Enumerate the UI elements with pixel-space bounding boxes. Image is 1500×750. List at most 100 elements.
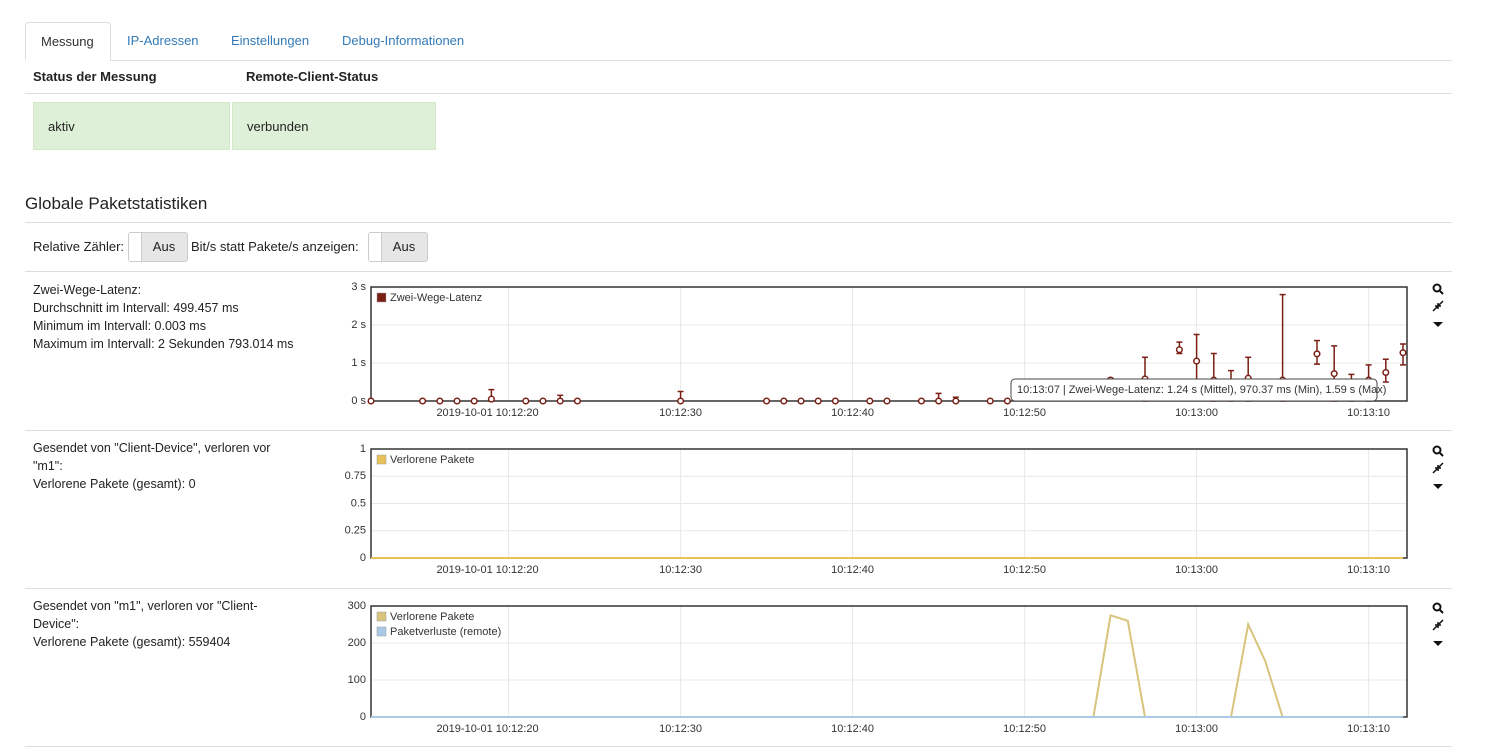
panel-info: Gesendet von "m1", verloren vor "Client-… — [33, 597, 298, 651]
panel-info: Zwei-Wege-Latenz: Durchschnitt im Interva… — [33, 281, 298, 353]
point — [1003, 397, 1011, 405]
x-tick-label: 10:12:30 — [659, 564, 702, 576]
zoom-icon[interactable] — [1432, 283, 1442, 293]
toggle[interactable]: Aus — [128, 232, 188, 262]
divider — [25, 588, 1452, 589]
point — [814, 397, 822, 405]
point — [522, 397, 530, 405]
point — [883, 397, 891, 405]
zoom-icon-handle[interactable] — [1439, 609, 1444, 614]
y-tick-label: 0.5 — [351, 497, 366, 509]
plot-area — [371, 606, 1407, 717]
x-tick-label: 10:13:00 — [1175, 564, 1218, 576]
point — [1330, 370, 1338, 378]
toggle[interactable]: Aus — [368, 232, 428, 262]
legend-label: Paketverluste (remote) — [390, 626, 501, 638]
point — [986, 397, 994, 405]
zoom-icon[interactable] — [1432, 445, 1442, 455]
y-tick-label: 0.75 — [345, 470, 366, 482]
x-tick-label: 10:13:00 — [1175, 407, 1218, 419]
point — [1399, 349, 1407, 357]
y-tick-label: 3 s — [351, 281, 366, 293]
point — [917, 397, 925, 405]
info-line: Verlorene Pakete (gesamt): 559404 — [33, 635, 231, 649]
tab[interactable]: Einstellungen — [231, 33, 310, 48]
y-tick-label: 1 — [360, 443, 366, 455]
zoom-icon-handle[interactable] — [1439, 290, 1444, 295]
point — [419, 397, 427, 405]
x-tick-label: 10:13:10 — [1347, 564, 1390, 576]
point — [470, 397, 478, 405]
zoom-icon[interactable] — [1432, 602, 1442, 612]
x-tick-label: 10:13:00 — [1175, 723, 1218, 735]
point — [1313, 350, 1321, 358]
tab[interactable]: Messung — [25, 22, 111, 60]
status-cell: verbunden — [232, 102, 436, 150]
table-header: Remote-Client-Status — [246, 69, 379, 84]
legend-swatch — [376, 611, 387, 622]
point — [831, 397, 839, 405]
compress-icon[interactable] — [1432, 300, 1444, 312]
point — [1382, 368, 1390, 377]
legend-swatch — [376, 454, 387, 465]
menu-caret[interactable] — [1433, 641, 1443, 646]
point — [866, 397, 874, 405]
x-tick-label: 2019-10-01 10:12:20 — [436, 407, 538, 419]
divider — [25, 271, 1452, 272]
info-line: Verlorene Pakete (gesamt): 0 — [33, 477, 196, 491]
point — [952, 397, 960, 405]
y-tick-label: 300 — [348, 600, 366, 612]
legend-label: Verlorene Pakete — [390, 611, 474, 623]
y-tick-label: 0 — [360, 552, 366, 564]
compress-icon[interactable] — [1432, 462, 1444, 474]
toggle-state[interactable]: Aus — [392, 239, 416, 254]
info-line: Minimum im Intervall: 0.003 ms — [33, 319, 206, 333]
section-title: Globale Paketstatistiken — [25, 194, 208, 213]
divider — [25, 93, 1452, 94]
menu-caret[interactable] — [1433, 322, 1443, 327]
y-tick-label: 2 s — [351, 319, 366, 331]
point — [763, 397, 771, 405]
info-line: Maximum im Intervall: 2 Sekunden 793.014… — [33, 337, 294, 351]
y-tick-label: 0 s — [351, 395, 366, 407]
point — [573, 397, 581, 405]
point — [1175, 346, 1183, 354]
tab[interactable]: IP-Adressen — [127, 33, 199, 48]
point — [935, 397, 943, 405]
legend-swatch — [376, 292, 387, 303]
y-tick-label: 0 — [360, 711, 366, 723]
tooltip-box — [1010, 378, 1378, 402]
compress-icon[interactable] — [1432, 619, 1444, 631]
legend-label: Zwei-Wege-Latenz — [390, 292, 482, 304]
point — [797, 397, 805, 405]
info-line: Zwei-Wege-Latenz: — [33, 283, 142, 297]
x-tick-label: 10:13:10 — [1347, 723, 1390, 735]
status-cell: aktiv — [33, 102, 230, 150]
info-line: Gesendet von "m1", verloren vor "Client-… — [33, 599, 258, 631]
info-line: Gesendet von "Client-Device", verloren v… — [33, 441, 271, 473]
point — [453, 397, 461, 405]
point — [677, 397, 685, 405]
x-tick-label: 10:12:50 — [1003, 723, 1046, 735]
x-tick-label: 2019-10-01 10:12:20 — [436, 564, 538, 576]
point — [1193, 357, 1201, 365]
x-tick-label: 2019-10-01 10:12:20 — [436, 723, 538, 735]
x-tick-label: 10:12:40 — [831, 723, 874, 735]
y-tick-label: 0.25 — [345, 525, 366, 537]
point — [367, 397, 375, 405]
divider — [25, 430, 1452, 431]
point — [780, 397, 788, 405]
x-tick-label: 10:12:50 — [1003, 564, 1046, 576]
menu-caret[interactable] — [1433, 484, 1443, 489]
tab[interactable]: Debug-Informationen — [342, 33, 465, 48]
table-header: Status der Messung — [33, 69, 157, 84]
x-tick-label: 10:12:50 — [1003, 407, 1046, 419]
zoom-icon-handle[interactable] — [1439, 452, 1444, 457]
tooltip-text: 10:13:07 | Zwei-Wege-Latenz: 1.24 s (Mit… — [1017, 384, 1386, 396]
point — [436, 397, 444, 405]
divider — [110, 60, 1452, 61]
toggle-state[interactable]: Aus — [152, 239, 176, 254]
point — [539, 397, 547, 405]
